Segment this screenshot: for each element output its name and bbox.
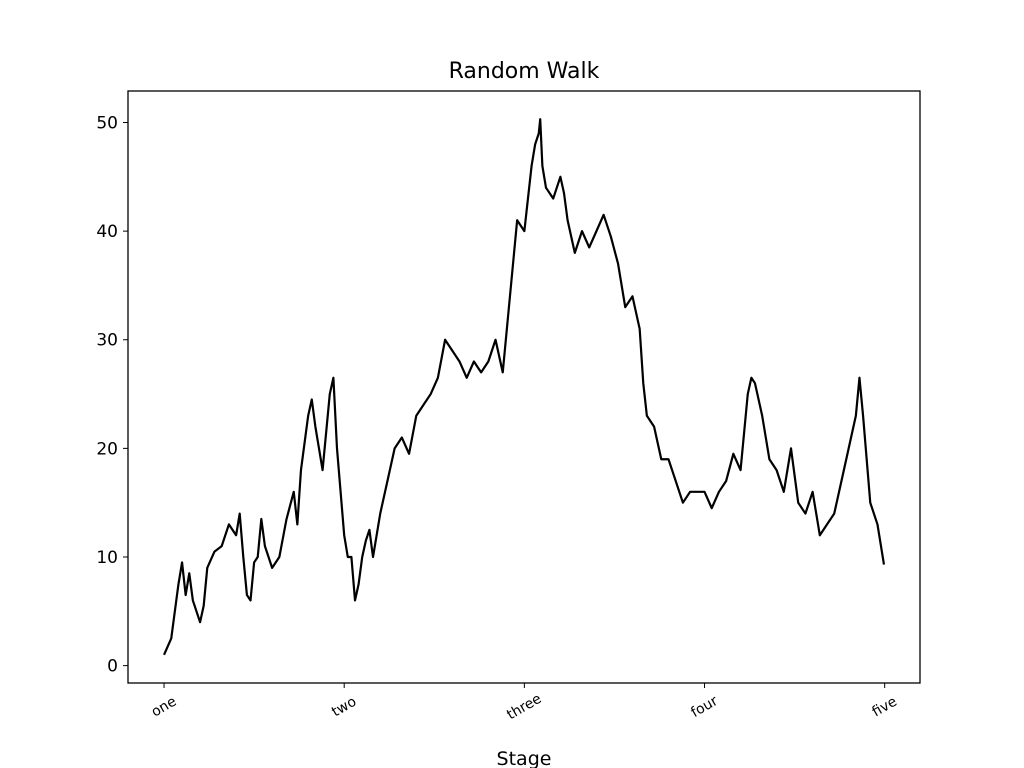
x-tick-label: five	[870, 694, 900, 721]
x-axis-label: Stage	[497, 748, 552, 768]
x-tick-label: two	[329, 694, 359, 721]
data-line	[163, 118, 886, 656]
y-tick-label: 30	[96, 331, 118, 351]
chart-title: Random Walk	[449, 59, 600, 84]
y-tick-label: 50	[96, 114, 118, 134]
x-tick-label: three	[504, 691, 544, 723]
x-tick-label: four	[688, 693, 721, 721]
y-tick-label: 20	[96, 439, 118, 459]
x-tick-label: one	[149, 694, 180, 721]
y-tick-label: 0	[107, 657, 118, 677]
y-tick-label: 10	[96, 548, 118, 568]
y-tick-label: 40	[96, 222, 118, 242]
